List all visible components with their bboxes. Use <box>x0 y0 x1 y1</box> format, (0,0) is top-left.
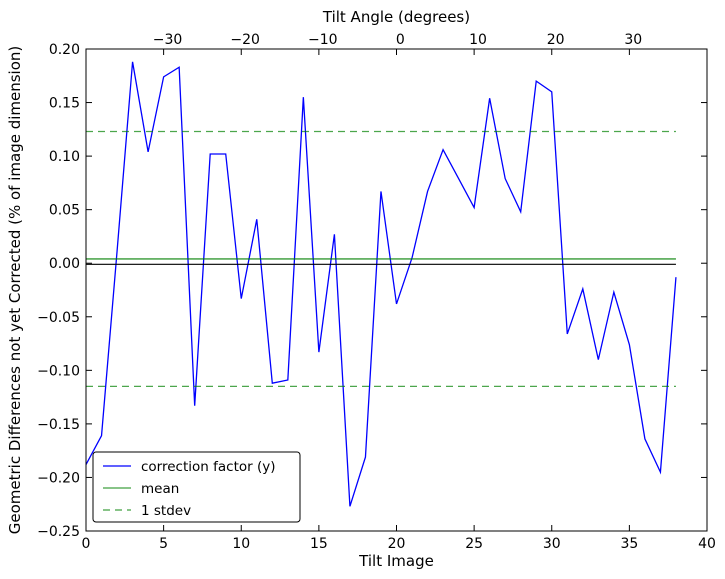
y-tick-label: 0.15 <box>49 96 80 112</box>
y-tick-label: 0.20 <box>49 42 80 58</box>
top-tick-label: −30 <box>153 32 183 48</box>
x-tick-label: 10 <box>232 536 250 552</box>
y-tick-label: −0.25 <box>37 524 80 540</box>
y-tick-label: −0.20 <box>37 470 80 486</box>
y-tick-label: 0.00 <box>49 256 80 272</box>
legend-label-mean: mean <box>141 481 179 497</box>
ticks-layer: 0 5 10 15 20 25 30 35 40 −0.25 −0.20 −0.15 −0.10 −0.0… <box>37 32 716 552</box>
series-line-correction-factor-y- <box>85 61 677 507</box>
plot-lines <box>85 61 677 507</box>
y-tick-label: 0.10 <box>49 149 80 165</box>
x-tick-label: 5 <box>159 536 168 552</box>
x-tick-label: 25 <box>465 536 483 552</box>
y-tick-label: −0.15 <box>37 417 80 433</box>
top-tick-label: −10 <box>308 32 338 48</box>
y-axis-label: Geometric Differences not yet Corrected … <box>6 46 24 535</box>
x-tick-label: 40 <box>698 536 716 552</box>
x-axis-label: Tilt Image <box>358 552 434 570</box>
legend-label-stdev: 1 stdev <box>141 503 191 519</box>
top-tick-label: 0 <box>396 32 405 48</box>
x-tick-label: 0 <box>82 536 91 552</box>
x-tick-label: 35 <box>620 536 638 552</box>
legend-box <box>92 451 301 523</box>
y-tick-label: −0.10 <box>37 363 80 379</box>
x-tick-label: 30 <box>543 536 561 552</box>
legend: correction factor (y) mean 1 stdev <box>92 451 301 523</box>
top-tick-label: −20 <box>230 32 260 48</box>
x-tick-label: 20 <box>388 536 406 552</box>
y-tick-label: −0.05 <box>37 310 80 326</box>
top-axis-label: Tilt Angle (degrees) <box>322 8 470 26</box>
top-tick-label: 10 <box>469 32 487 48</box>
top-tick-label: 20 <box>547 32 565 48</box>
x-tick-label: 15 <box>310 536 328 552</box>
top-tick-label: 30 <box>624 32 642 48</box>
legend-label-correction-factor: correction factor (y) <box>141 459 276 475</box>
y-tick-label: 0.05 <box>49 203 80 219</box>
